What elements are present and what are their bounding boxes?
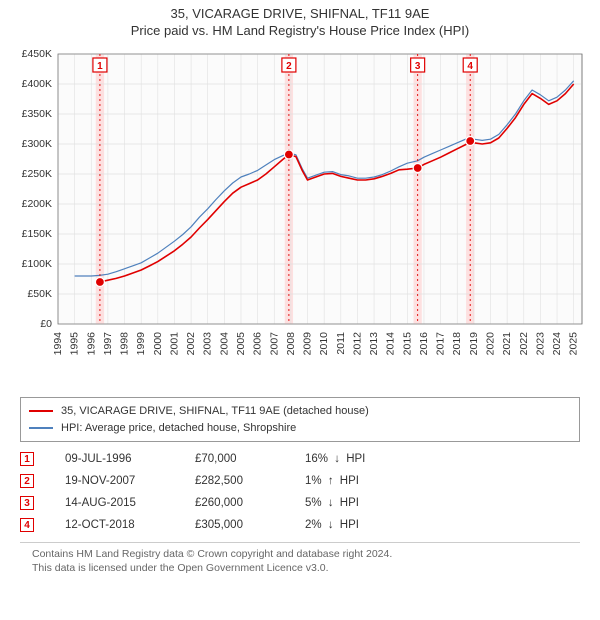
x-tick-label: 2002 [185,332,197,356]
transactions-table: 1 09-JUL-1996£70,00016% ↓ HPI 2 19-NOV-2007… [20,448,580,536]
transaction-date: 14-AUG-2015 [65,497,195,509]
x-tick-label: 2014 [385,332,397,356]
x-tick-label: 2024 [551,332,563,356]
x-tick-label: 2025 [568,332,580,356]
transaction-row: 2 19-NOV-2007£282,5001% ↑ HPI [20,470,580,492]
x-tick-label: 2009 [302,332,314,356]
transaction-pct: 1% ↑ HPI [305,475,415,487]
transaction-price: £260,000 [195,497,305,509]
transaction-price: £282,500 [195,475,305,487]
transaction-row: 1 09-JUL-1996£70,00016% ↓ HPI [20,448,580,470]
transaction-pct: 16% ↓ HPI [305,453,415,465]
x-tick-label: 2015 [401,332,413,356]
marker-number: 2 [286,61,292,72]
y-tick-label: £100K [22,258,52,270]
transaction-marker: 4 [20,518,34,532]
arrow-down-icon: ↓ [328,519,334,531]
x-tick-label: 2006 [252,332,264,356]
transaction-marker: 1 [20,452,34,466]
x-tick-label: 2010 [318,332,330,356]
transaction-date: 19-NOV-2007 [65,475,195,487]
footnote: Contains HM Land Registry data © Crown c… [20,542,580,575]
legend-label-property: 35, VICARAGE DRIVE, SHIFNAL, TF11 9AE (d… [61,403,369,420]
legend-label-hpi: HPI: Average price, detached house, Shro… [61,420,296,437]
transaction-date: 09-JUL-1996 [65,453,195,465]
marker-dot [95,278,104,287]
y-tick-label: £50K [27,288,52,300]
y-tick-label: £250K [22,168,52,180]
price-chart: £0 £50K £100K £150K £200K £250K £300K £350K £400… [8,44,592,384]
x-tick-label: 2007 [268,332,280,356]
x-tick-label: 1997 [102,332,114,356]
x-tick-label: 2021 [501,332,513,356]
x-tick-label: 2018 [451,332,463,356]
x-tick-label: 2017 [435,332,447,356]
x-tick-label: 2011 [335,332,347,355]
transaction-row: 3 14-AUG-2015£260,0005% ↓ HPI [20,492,580,514]
x-tick-label: 2008 [285,332,297,356]
legend-row-hpi: HPI: Average price, detached house, Shro… [29,420,571,437]
y-tick-label: £300K [22,138,52,150]
transaction-pct: 5% ↓ HPI [305,497,415,509]
footnote-line2: This data is licensed under the Open Gov… [32,561,568,575]
y-tick-label: £450K [22,48,52,60]
x-tick-label: 2023 [534,332,546,356]
legend-swatch-hpi [29,427,53,429]
arrow-down-icon: ↓ [328,497,334,509]
x-tick-label: 2016 [418,332,430,356]
x-tick-label: 2003 [202,332,214,356]
arrow-up-icon: ↑ [328,475,334,487]
legend-swatch-property [29,410,53,412]
transaction-row: 4 12-OCT-2018£305,0002% ↓ HPI [20,514,580,536]
x-tick-label: 1998 [119,332,131,356]
x-tick-label: 1996 [85,332,97,356]
transaction-pct: 2% ↓ HPI [305,519,415,531]
marker-dot [284,150,293,159]
x-tick-label: 2004 [218,332,230,356]
x-tick-label: 2013 [368,332,380,356]
transaction-marker: 3 [20,496,34,510]
marker-dot [466,137,475,146]
arrow-down-icon: ↓ [334,453,340,465]
page-subtitle: Price paid vs. HM Land Registry's House … [8,23,592,38]
x-tick-label: 2022 [518,332,530,356]
marker-number: 3 [415,61,421,72]
transaction-price: £70,000 [195,453,305,465]
legend-row-property: 35, VICARAGE DRIVE, SHIFNAL, TF11 9AE (d… [29,403,571,420]
y-tick-label: £150K [22,228,52,240]
transaction-price: £305,000 [195,519,305,531]
y-tick-label: £0 [40,318,52,330]
x-tick-label: 1994 [52,332,64,356]
x-tick-label: 1999 [135,332,147,356]
x-tick-label: 2000 [152,332,164,356]
transaction-date: 12-OCT-2018 [65,519,195,531]
x-tick-label: 2020 [485,332,497,356]
x-tick-label: 2019 [468,332,480,356]
legend: 35, VICARAGE DRIVE, SHIFNAL, TF11 9AE (d… [20,397,580,442]
y-tick-label: £200K [22,198,52,210]
y-tick-label: £350K [22,108,52,120]
page-title: 35, VICARAGE DRIVE, SHIFNAL, TF11 9AE [8,6,592,21]
marker-number: 4 [467,61,473,72]
marker-dot [413,164,422,173]
footnote-line1: Contains HM Land Registry data © Crown c… [32,547,568,561]
marker-number: 1 [97,61,103,72]
transaction-marker: 2 [20,474,34,488]
x-tick-label: 2001 [168,332,180,356]
x-tick-label: 2012 [351,332,363,356]
y-tick-label: £400K [22,78,52,90]
x-tick-label: 1995 [69,332,81,356]
x-tick-label: 2005 [235,332,247,356]
